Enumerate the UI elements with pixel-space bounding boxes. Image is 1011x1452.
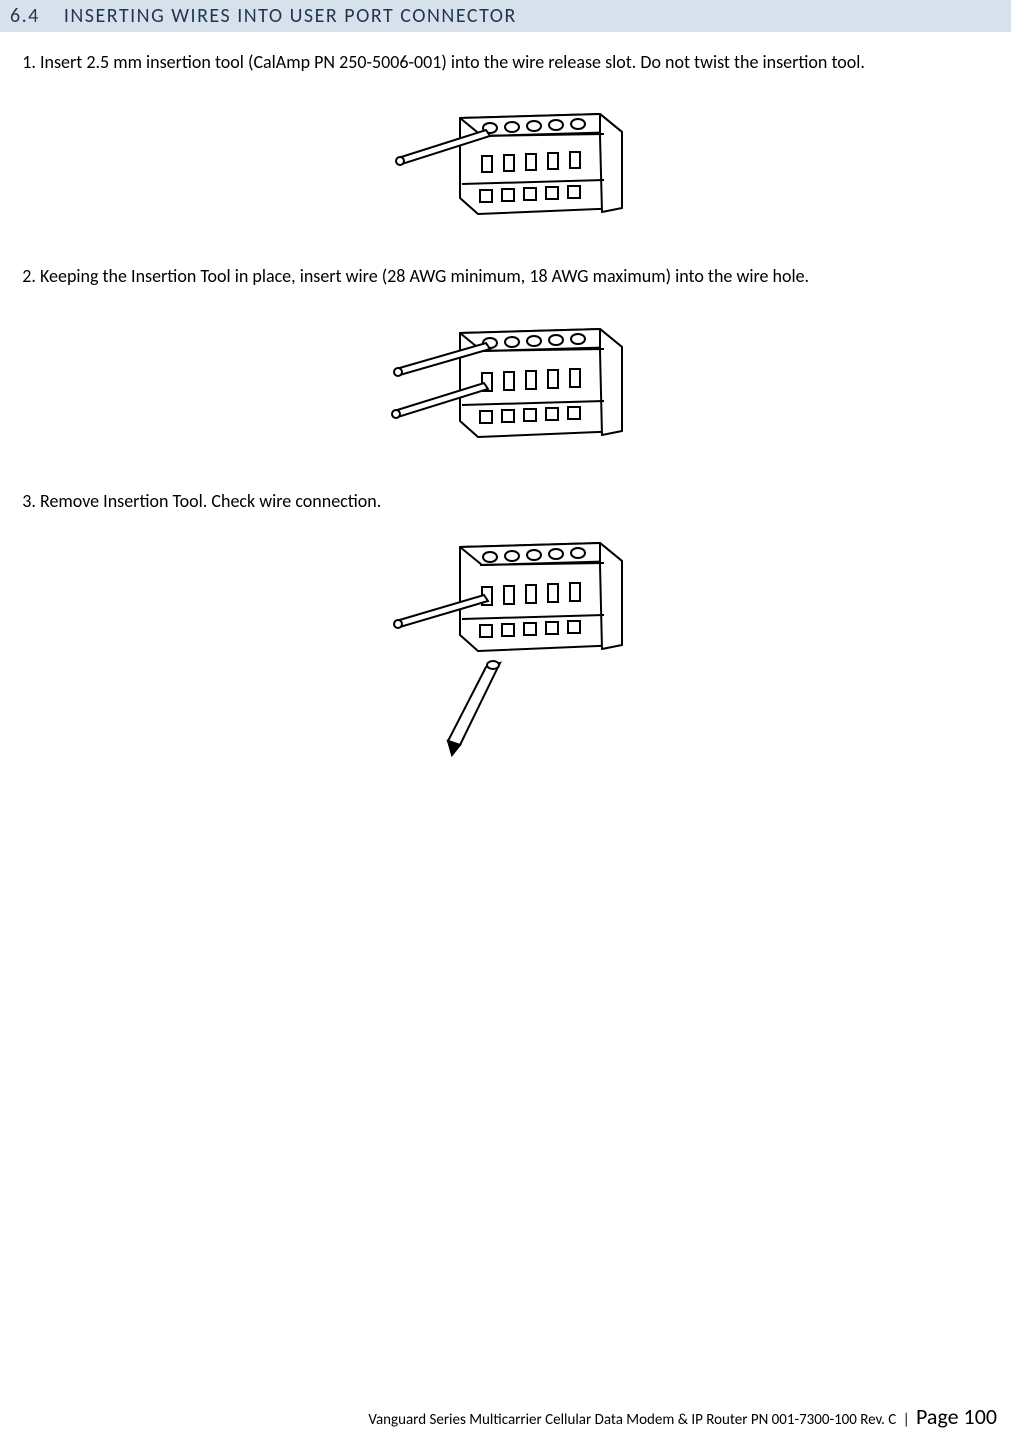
steps-list: Insert 2.5 mm insertion tool (CalAmp PN … — [16, 50, 1011, 757]
step-2: Keeping the Insertion Tool in place, ins… — [40, 264, 999, 462]
section-number: 6.4 — [10, 4, 40, 28]
section-header: 6.4 INSERTING WIRES INTO USER PORT CONNEC… — [0, 0, 1011, 32]
step-1: Insert 2.5 mm insertion tool (CalAmp PN … — [40, 50, 999, 238]
footer-sep: | — [903, 1411, 910, 1429]
figure-2-wrap — [40, 303, 999, 463]
footer-page: Page 100 — [916, 1403, 997, 1430]
footer-doc: Vanguard Series Multicarrier Cellular Da… — [368, 1411, 896, 1429]
step-3-text: Remove Insertion Tool. Check wire connec… — [40, 490, 381, 512]
figure-3 — [390, 527, 650, 757]
figure-1-wrap — [40, 88, 999, 238]
step-1-text: Insert 2.5 mm insertion tool (CalAmp PN … — [40, 51, 865, 73]
page: 6.4 INSERTING WIRES INTO USER PORT CONNEC… — [0, 0, 1011, 1452]
page-footer: Vanguard Series Multicarrier Cellular Da… — [368, 1403, 997, 1430]
figure-1 — [390, 88, 650, 238]
step-3: Remove Insertion Tool. Check wire connec… — [40, 489, 999, 757]
figure-3-wrap — [40, 527, 999, 757]
figure-2 — [390, 303, 650, 463]
step-2-text: Keeping the Insertion Tool in place, ins… — [40, 265, 809, 287]
section-title: INSERTING WIRES INTO USER PORT CONNECTOR — [64, 4, 517, 28]
